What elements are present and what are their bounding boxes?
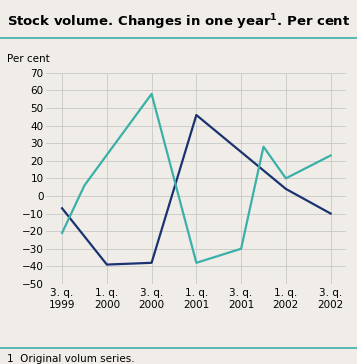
Text: 1  Original volum series.: 1 Original volum series. bbox=[7, 354, 135, 364]
Text: Stock volume. Changes in one year$^{\mathbf{1}}$. Per cent: Stock volume. Changes in one year$^{\mat… bbox=[7, 13, 351, 32]
Text: Per cent: Per cent bbox=[7, 54, 50, 64]
